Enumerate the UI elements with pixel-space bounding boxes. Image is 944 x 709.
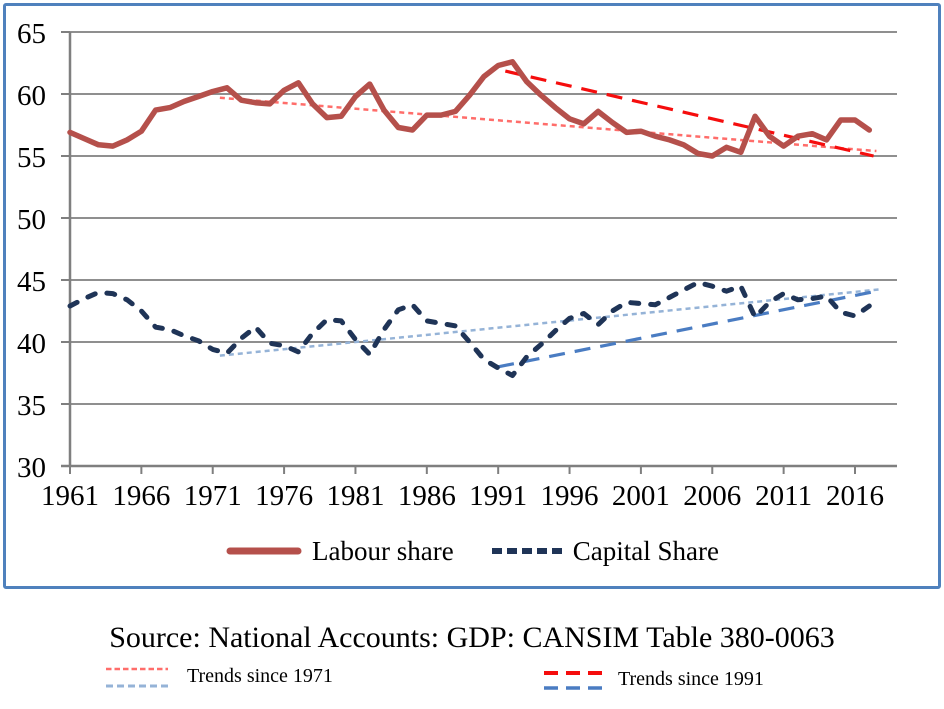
gridlines	[70, 31, 897, 405]
y-tick-label-60: 60	[17, 80, 46, 112]
trends-1971-swatches	[106, 667, 168, 688]
y-tick-label-40: 40	[17, 328, 46, 360]
x-tick-label-1986: 1986	[398, 480, 456, 512]
trends-1991-swatches	[544, 671, 602, 690]
x-tick-label-1971: 1971	[184, 480, 242, 512]
trends-1971-label: Trends since 1971	[187, 665, 333, 687]
capital-legend-label: Capital Share	[572, 535, 719, 566]
capital-trend-since-1971-line	[219, 288, 881, 357]
trends-1991-label: Trends since 1991	[618, 668, 764, 690]
axis-tick-labels: 30 35 40 45 50 55 60 65 1961 1966 1971 1976 1981 1986…	[17, 18, 884, 512]
trends-since-1971-legend: Trends since 1971	[105, 660, 333, 692]
x-tick-label-2016: 2016	[826, 480, 884, 512]
x-tick-label-2006: 2006	[683, 480, 741, 512]
labour-trend-since-1991-line	[504, 69, 874, 158]
y-tick-label-45: 45	[17, 266, 46, 298]
x-tick-label-2011: 2011	[755, 480, 812, 512]
labour-trend-since-1971-line	[219, 96, 877, 153]
chart-border	[3, 3, 941, 589]
y-tick-label-65: 65	[17, 18, 46, 50]
labour-share-line	[67, 59, 873, 159]
capital-trend-since-1991-line	[497, 289, 877, 369]
x-tick-label-1991: 1991	[469, 480, 527, 512]
capital-share-line	[67, 280, 872, 378]
trends-since-1991-legend: Trends since 1991	[543, 663, 764, 695]
x-tick-label-1981: 1981	[326, 480, 384, 512]
x-tick-label-1976: 1976	[255, 480, 313, 512]
x-tick-label-1996: 1996	[541, 480, 599, 512]
labour-legend-label: Labour share	[312, 535, 454, 566]
trend-lines	[219, 69, 881, 369]
labour-capital-share-chart: 30 35 40 45 50 55 60 65 1961 1966 1971 1976 1981 1986…	[17, 18, 897, 512]
chart-legend: Labour share Capital Share	[0, 533, 944, 569]
x-tick-label-1961: 1961	[41, 480, 99, 512]
y-tick-label-30: 30	[17, 452, 46, 484]
x-tick-label-2001: 2001	[612, 480, 670, 512]
axes	[61, 31, 897, 474]
capital-legend-item: Capital Share	[490, 536, 719, 567]
capital-swatch	[491, 548, 564, 554]
labour-swatch	[226, 547, 302, 555]
y-tick-label-35: 35	[17, 390, 46, 422]
source-caption: Source: National Accounts: GDP: CANSIM T…	[109, 621, 835, 654]
y-tick-label-55: 55	[17, 142, 46, 174]
y-tick-label-50: 50	[17, 204, 46, 236]
labour-legend-item: Labour share	[225, 536, 454, 567]
x-tick-label-1966: 1966	[112, 480, 170, 512]
series-lines	[67, 59, 873, 378]
